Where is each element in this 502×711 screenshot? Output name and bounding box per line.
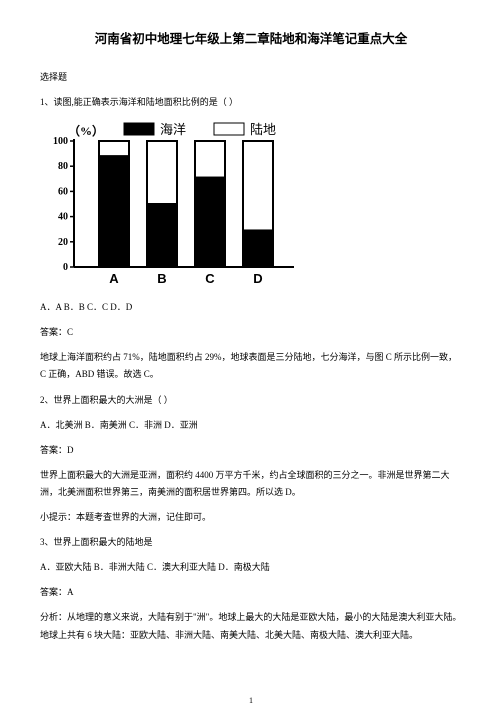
svg-text:40: 40: [58, 212, 68, 223]
q2-answer: 答案：D: [40, 442, 462, 459]
svg-text:0: 0: [63, 262, 68, 273]
svg-text:海洋: 海洋: [160, 122, 186, 137]
svg-text:B: B: [157, 271, 166, 286]
q2-prompt: 2、世界上面积最大的大洲是（ ）: [40, 392, 462, 409]
svg-text:20: 20: [58, 237, 68, 248]
svg-text:60: 60: [58, 187, 68, 198]
q1-options: A．A B．B C．C D．D: [40, 299, 462, 316]
q1-answer: 答案：C: [40, 324, 462, 341]
svg-text:80: 80: [58, 161, 68, 172]
svg-text:陆地: 陆地: [250, 122, 276, 137]
page-title: 河南省初中地理七年级上第二章陆地和海洋笔记重点大全: [40, 28, 462, 47]
q3-options: A．亚欧大陆 B．非洲大陆 C．澳大利亚大陆 D．南极大陆: [40, 559, 462, 576]
q1-explanation: 地球上海洋面积约占 71%，陆地面积约占 29%，地球表面是三分陆地，七分海洋，…: [40, 349, 462, 383]
svg-text:A: A: [109, 271, 119, 286]
page-number: 1: [0, 696, 502, 705]
bar-chart: （%） 海洋 陆地 0 20 40 60 80 100 A B C D: [40, 119, 300, 289]
q1-prompt: 1、读图,能正确表示海洋和陆地面积比例的是（ ）: [40, 94, 462, 111]
svg-text:（%）: （%）: [68, 123, 104, 138]
q3-prompt: 3、世界上面积最大的陆地是: [40, 534, 462, 551]
section-label: 选择题: [40, 69, 462, 86]
q2-explanation: 世界上面积最大的大洲是亚洲，面积约 4400 万平方千米，约占全球面积的三分之一…: [40, 467, 462, 501]
q3-analysis: 分析：从地理的意义来说，大陆有别于"洲"。地球上最大的大陆是亚欧大陆，最小的大陆…: [40, 609, 462, 643]
svg-text:D: D: [253, 271, 262, 286]
q3-answer: 答案：A: [40, 584, 462, 601]
q2-tip: 小提示：本题考查世界的大洲，记住即可。: [40, 509, 462, 526]
q2-options: A．北美洲 B．南美洲 C．非洲 D．亚洲: [40, 417, 462, 434]
svg-text:100: 100: [53, 136, 68, 147]
svg-text:C: C: [205, 271, 215, 286]
